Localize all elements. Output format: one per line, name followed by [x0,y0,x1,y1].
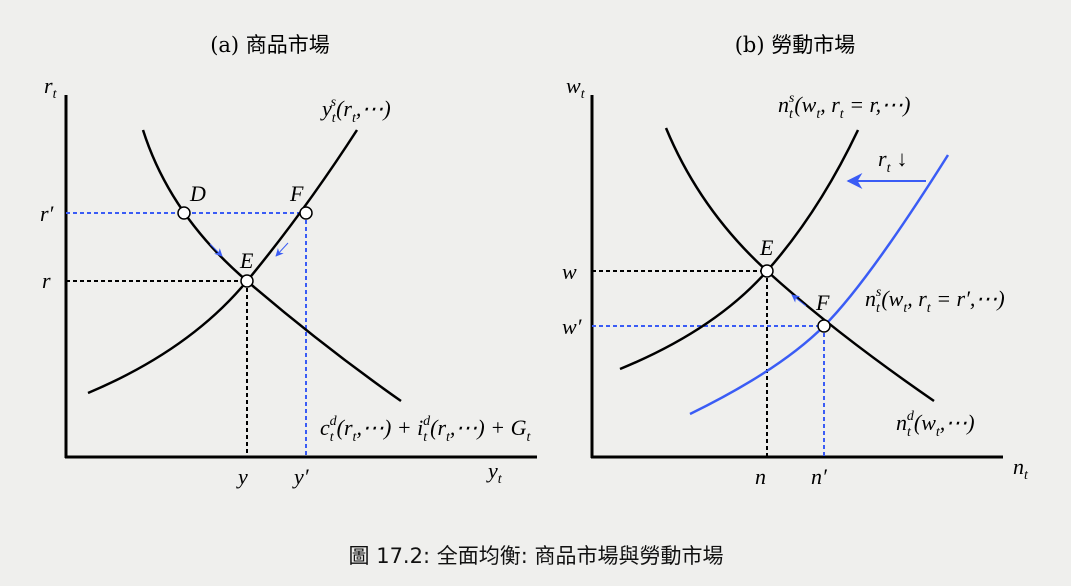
tick-n-prime: n′ [811,464,828,489]
label-e: E [239,248,254,273]
shift-label: rt ↓ [878,146,907,176]
goods-supply-label: yts(rt,⋯) [320,95,391,126]
tick-r: r [42,268,51,293]
tick-n: n [755,464,766,489]
figure-caption: 圖 17.2: 全面均衡: 商品市場與勞動市場 [349,544,724,568]
label-e-labor: E [759,235,774,260]
labor-supply-label: nts(wt, rt = r,⋯) [778,91,910,122]
tick-y: y [236,464,248,489]
labor-supply-shifted-label: nts(wt, rt = r′,⋯) [865,285,1005,316]
panel-b-title: (b) 勞動市場 [735,33,856,57]
x-axis-label-b: nt [1013,454,1029,483]
arrow-f-to-e-icon [791,294,807,307]
goods-demand-label: ctd(rt,⋯) + itd(rt,⋯) + Gt [320,414,531,445]
y-axis-label-b: wt [566,73,586,102]
tick-w: w [562,259,577,284]
goods-supply-curve [87,129,359,395]
panel-a-title: (a) 商品市場 [210,33,330,57]
labor-demand-curve [664,127,935,403]
goods-demand-curve [141,129,402,403]
x-axis-label-a: yt [486,458,503,487]
labor-supply-shifted-curve [689,154,950,416]
point-e-labor [760,264,774,278]
arrow-f-to-e-icon [275,242,289,257]
label-d: D [189,181,206,206]
labor-supply-curve [619,129,860,371]
labor-demand-label: ntd(wt,⋯) [896,409,975,440]
point-d [177,206,191,220]
label-f-labor: F [815,290,830,315]
arrow-d-to-e-icon [209,243,223,257]
tick-y-prime: y′ [292,464,310,489]
point-f [299,206,313,220]
tick-r-prime: r′ [40,201,55,226]
y-axis-label-a: rt [44,73,58,102]
tick-w-prime: w′ [562,314,583,339]
point-e [240,274,254,288]
label-f: F [289,181,304,206]
point-f-labor [817,319,831,333]
